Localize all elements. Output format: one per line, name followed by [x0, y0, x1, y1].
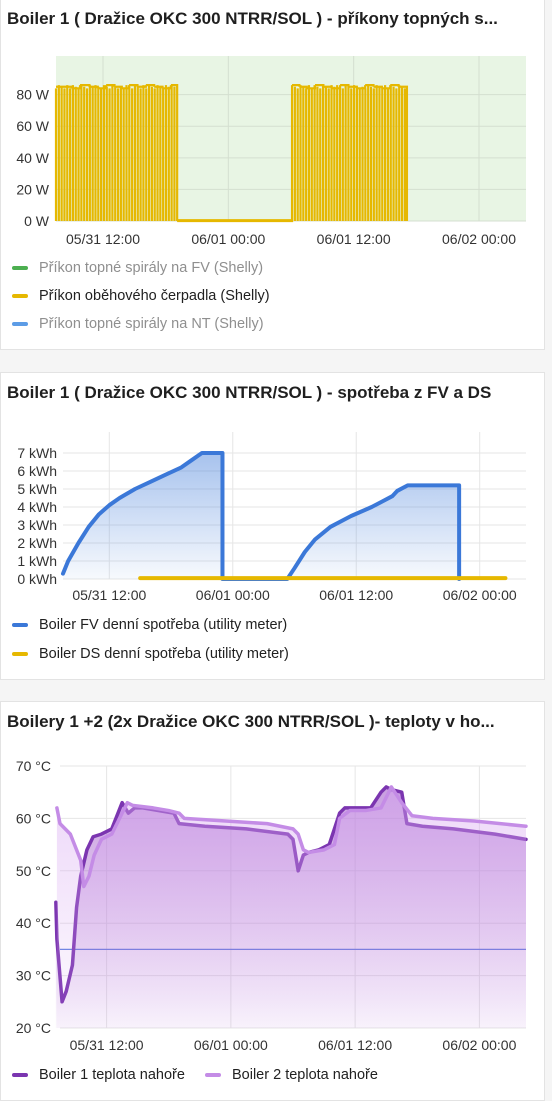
x-tick-label: 06/02 00:00: [442, 1037, 516, 1053]
x-tick-label: 06/01 12:00: [318, 1037, 392, 1053]
legend-label: Boiler FV denní spotřeba (utility meter): [39, 617, 288, 633]
legend-label: Boiler DS denní spotřeba (utility meter): [39, 646, 289, 662]
y-tick-label: 40 W: [16, 150, 49, 166]
legend-item-boiler1[interactable]: Boiler 1 teplota nahoře: [12, 1067, 185, 1083]
y-tick-label: 20 W: [16, 181, 49, 197]
x-tick-label: 05/31 12:00: [72, 587, 146, 603]
y-tick-label: 50 °C: [16, 863, 51, 879]
y-tick-label: 60 W: [16, 118, 49, 134]
x-tick-label: 06/01 00:00: [191, 231, 265, 247]
series-line: [54, 84, 409, 223]
series-area: [56, 786, 526, 1028]
power-chart[interactable]: 0 W 20 W 40 W 60 W 80 W 05/31 12:00 06/01 00:0…: [1, 40, 546, 290]
y-tick-label: 2 kWh: [17, 535, 57, 551]
legend-label: Příkon oběhového čerpadla (Shelly): [39, 288, 270, 304]
legend-swatch: [12, 623, 28, 627]
y-tick-label: 5 kWh: [17, 481, 57, 497]
y-tick-label: 4 kWh: [17, 499, 57, 515]
chart-card-temperature: Boilery 1 +2 (2x Dražice OKC 300 NTRR/SO…: [0, 701, 545, 1101]
chart-card-power: Boiler 1 ( Dražice OKC 300 NTRR/SOL ) - …: [0, 0, 545, 350]
y-tick-label: 1 kWh: [17, 553, 57, 569]
x-tick-label: 06/01 00:00: [194, 1037, 268, 1053]
y-tick-label: 40 °C: [16, 915, 51, 931]
y-tick-label: 7 kWh: [17, 445, 57, 461]
x-tick-label: 06/02 00:00: [443, 587, 517, 603]
legend-label: Příkon topné spirály na NT (Shelly): [39, 316, 264, 332]
legend-item-fv-consumption[interactable]: Boiler FV denní spotřeba (utility meter): [12, 617, 287, 633]
legend-label: Příkon topné spirály na FV (Shelly): [39, 260, 264, 276]
card-title: Boilery 1 +2 (2x Dražice OKC 300 NTRR/SO…: [7, 712, 495, 731]
x-tick-label: 06/01 12:00: [317, 231, 391, 247]
y-tick-label: 20 °C: [16, 1020, 51, 1036]
legend-swatch: [205, 1073, 221, 1077]
x-tick-label: 06/02 00:00: [442, 231, 516, 247]
legend-item-nt-spiral[interactable]: Příkon topné spirály na NT (Shelly): [12, 316, 264, 332]
temperature-chart[interactable]: 20 °C 30 °C 40 °C 50 °C 60 °C 70 °C 05/31 12:0…: [1, 752, 546, 1062]
y-tick-label: 0 W: [24, 213, 50, 229]
x-tick-label: 06/01 12:00: [319, 587, 393, 603]
y-tick-label: 80 W: [16, 87, 49, 103]
legend-swatch: [12, 266, 28, 270]
y-tick-label: 60 °C: [16, 810, 51, 826]
y-tick-label: 70 °C: [16, 758, 51, 774]
legend-item-boiler2[interactable]: Boiler 2 teplota nahoře: [205, 1067, 378, 1083]
card-title: Boiler 1 ( Dražice OKC 300 NTRR/SOL ) - …: [7, 9, 498, 28]
chart-card-energy: Boiler 1 ( Dražice OKC 300 NTRR/SOL ) - …: [0, 372, 545, 680]
card-title: Boiler 1 ( Dražice OKC 300 NTRR/SOL ) - …: [7, 383, 492, 402]
legend-label: Boiler 1 teplota nahoře: [39, 1067, 185, 1083]
legend-swatch: [12, 322, 28, 326]
y-tick-label: 0 kWh: [17, 571, 57, 587]
legend-swatch: [12, 294, 28, 298]
legend-item-fv-spiral[interactable]: Příkon topné spirály na FV (Shelly): [12, 260, 263, 276]
legend-item-ds-consumption[interactable]: Boiler DS denní spotřeba (utility meter): [12, 646, 289, 662]
y-tick-label: 6 kWh: [17, 463, 57, 479]
legend-swatch: [12, 652, 28, 656]
legend-label: Boiler 2 teplota nahoře: [232, 1067, 378, 1083]
x-tick-label: 05/31 12:00: [70, 1037, 144, 1053]
legend-swatch: [12, 1073, 28, 1077]
y-tick-label: 3 kWh: [17, 517, 57, 533]
energy-chart[interactable]: 0 kWh 1 kWh 2 kWh 3 kWh 4 kWh 5 kWh 6 kWh 7 kWh…: [1, 423, 546, 663]
series-area: [63, 453, 460, 579]
series-line: [55, 785, 528, 889]
x-tick-label: 05/31 12:00: [66, 231, 140, 247]
x-tick-label: 06/01 00:00: [196, 587, 270, 603]
y-tick-label: 30 °C: [16, 968, 51, 984]
legend-item-pump[interactable]: Příkon oběhového čerpadla (Shelly): [12, 288, 270, 304]
